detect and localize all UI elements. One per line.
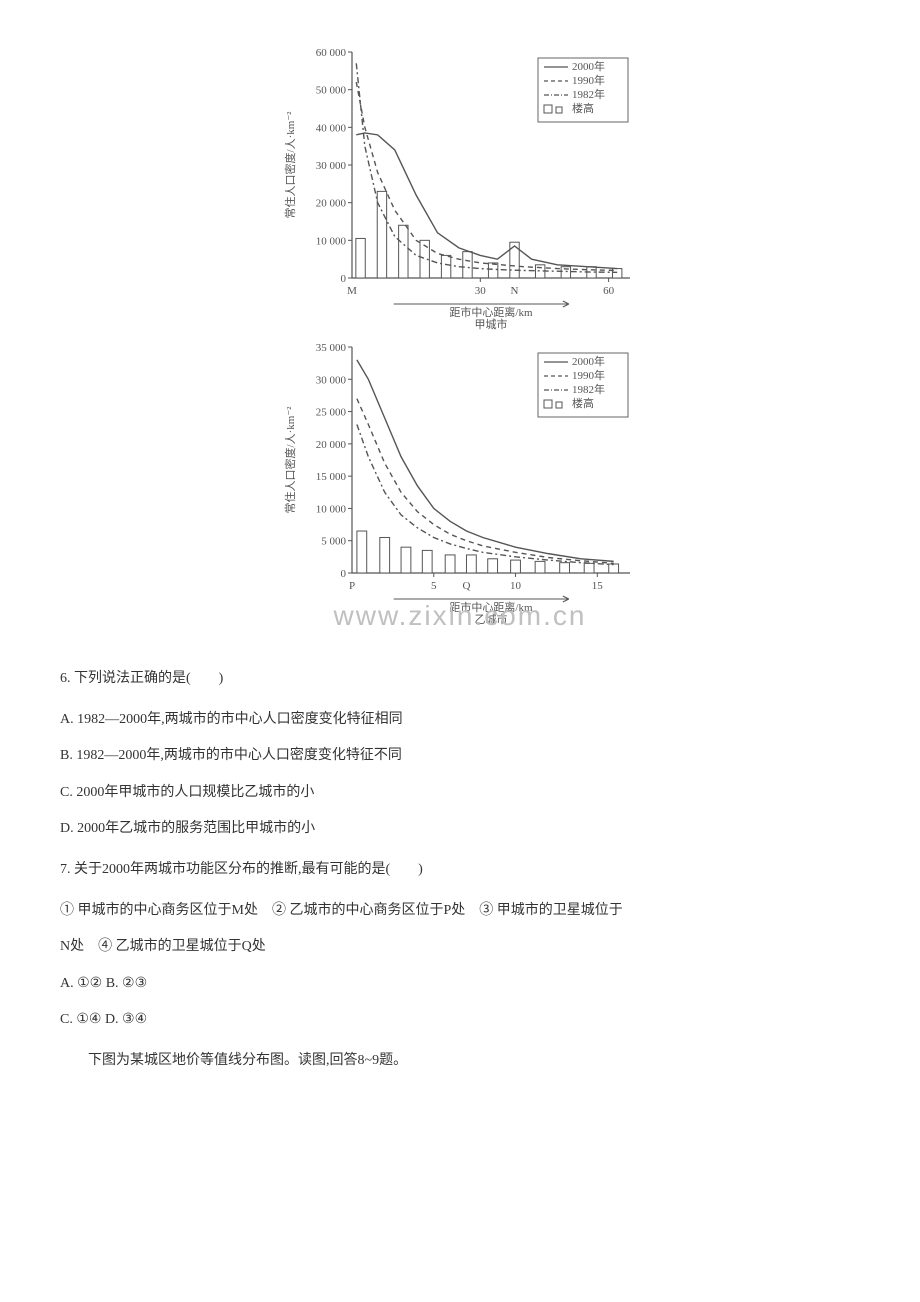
svg-text:60 000: 60 000 (316, 47, 347, 59)
svg-text:25 000: 25 000 (316, 407, 347, 419)
q6-opt-d: D. 2000年乙城市的服务范围比甲城市的小 (60, 816, 860, 843)
svg-text:5 000: 5 000 (321, 536, 346, 548)
q6-opt-c: C. 2000年甲城市的人口规模比乙城市的小 (60, 780, 860, 807)
chart-2: 0 5 000 10 000 15 000 20 000 25 000 30 000 35 0… (280, 335, 640, 625)
svg-text:10 000: 10 000 (316, 235, 347, 247)
svg-text:50 000: 50 000 (316, 85, 347, 97)
svg-text:乙城市: 乙城市 (475, 612, 508, 625)
svg-text:1990年: 1990年 (572, 73, 605, 87)
q6-opt-b: B. 1982—2000年,两城市的市中心人口密度变化特征不同 (60, 743, 860, 770)
svg-text:15: 15 (592, 580, 604, 592)
svg-text:N: N (511, 285, 519, 297)
svg-text:常住人口密度/人·km⁻²: 常住人口密度/人·km⁻² (283, 406, 297, 514)
svg-text:2000年: 2000年 (572, 59, 605, 73)
svg-text:20 000: 20 000 (316, 198, 347, 210)
svg-text:楼高: 楼高 (572, 101, 594, 115)
svg-text:60: 60 (603, 285, 615, 297)
q6-stem: 6. 下列说法正确的是( ) (60, 666, 860, 693)
q6-opt-a: A. 1982—2000年,两城市的市中心人口密度变化特征相同 (60, 707, 860, 734)
svg-text:Q: Q (462, 580, 470, 592)
svg-text:M: M (347, 285, 357, 297)
lead-text-q8-9: 下图为某城区地价等值线分布图。读图,回答8~9题。 (60, 1048, 860, 1075)
svg-text:0: 0 (341, 568, 347, 580)
svg-text:5: 5 (431, 580, 437, 592)
svg-text:常住人口密度/人·km⁻²: 常住人口密度/人·km⁻² (283, 111, 297, 219)
svg-text:甲城市: 甲城市 (475, 317, 508, 330)
svg-text:10 000: 10 000 (316, 503, 347, 515)
svg-text:1990年: 1990年 (572, 368, 605, 382)
charts-container: 0 10 000 20 000 30 000 40 000 50 000 60 000 M 30… (60, 40, 860, 642)
chart-1: 0 10 000 20 000 30 000 40 000 50 000 60 000 M 30… (280, 40, 640, 330)
svg-text:距市中心距离/km: 距市中心距离/km (449, 600, 533, 614)
svg-text:15 000: 15 000 (316, 471, 347, 483)
svg-text:30 000: 30 000 (316, 160, 347, 172)
svg-text:20 000: 20 000 (316, 439, 347, 451)
q7-choices-line2: N处 ④ 乙城市的卫星城位于Q处 (60, 934, 860, 961)
svg-text:10: 10 (510, 580, 522, 592)
q7-opt-ab: A. ①② B. ②③ (60, 971, 860, 998)
svg-text:30 000: 30 000 (316, 374, 347, 386)
svg-text:P: P (349, 580, 355, 592)
svg-text:30: 30 (475, 285, 487, 297)
svg-text:1982年: 1982年 (572, 87, 605, 101)
svg-text:距市中心距离/km: 距市中心距离/km (449, 305, 533, 319)
svg-text:楼高: 楼高 (572, 396, 594, 410)
q7-stem: 7. 关于2000年两城市功能区分布的推断,最有可能的是( ) (60, 857, 860, 884)
q7-choices-line1: ① 甲城市的中心商务区位于M处 ② 乙城市的中心商务区位于P处 ③ 甲城市的卫星… (60, 898, 860, 925)
svg-text:1982年: 1982年 (572, 382, 605, 396)
svg-text:0: 0 (341, 273, 347, 285)
svg-text:35 000: 35 000 (316, 342, 347, 354)
svg-text:40 000: 40 000 (316, 122, 347, 134)
svg-text:2000年: 2000年 (572, 354, 605, 368)
q7-opt-cd: C. ①④ D. ③④ (60, 1007, 860, 1034)
chart-wrap: 0 10 000 20 000 30 000 40 000 50 000 60 000 M 30… (280, 40, 640, 642)
